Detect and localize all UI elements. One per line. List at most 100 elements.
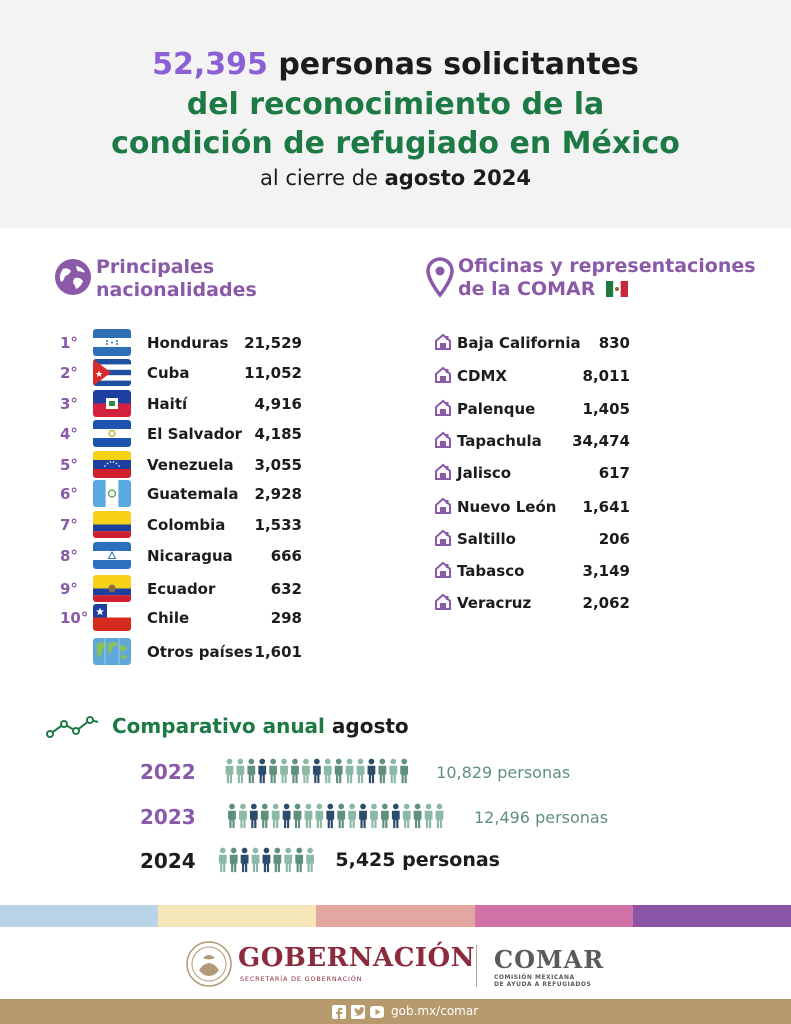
footer-url-link[interactable]: gob.mx/comar <box>391 1004 479 1018</box>
nationality-row: 10° Chile 298 <box>0 603 791 633</box>
person-icon <box>306 847 315 873</box>
person-icon <box>225 758 234 784</box>
nationality-row: 9° Ecuador 632 <box>0 574 791 604</box>
people-icons <box>225 758 409 784</box>
person-icon <box>304 803 313 829</box>
world-map-icon <box>93 638 131 665</box>
office-building-icon <box>434 561 452 579</box>
person-icon <box>269 758 278 784</box>
nationality-row: 1° Honduras 21,529 <box>0 328 791 358</box>
office-count: 3,149 <box>582 562 630 580</box>
offices-title-text: de la COMAR <box>458 278 596 300</box>
office-building-icon <box>434 399 452 417</box>
nationality-rank: 7° <box>60 516 78 534</box>
comar-subtitle: COMISIÓN MEXICANA DE AYUDA A REFUGIADOS <box>494 974 591 988</box>
nationality-rank: 5° <box>60 456 78 474</box>
office-building-icon <box>434 431 452 449</box>
office-name: CDMX <box>457 367 507 385</box>
nationalities-title-line-1: Principales <box>96 256 215 278</box>
office-row: Tapachula 34,474 <box>0 428 791 454</box>
person-icon <box>262 847 271 873</box>
nationality-name: Venezuela <box>147 456 234 474</box>
mexico-flag-icon <box>606 281 629 297</box>
person-icon <box>273 847 282 873</box>
comar-logo-text: COMAR <box>494 945 605 974</box>
facebook-icon[interactable] <box>332 1005 346 1019</box>
headline-line-1: 52,395 personas solicitantes <box>0 47 791 82</box>
office-row: CDMX 8,011 <box>0 363 791 389</box>
person-icon <box>315 803 324 829</box>
nationality-count: 632 <box>270 580 302 598</box>
comparison-people-label: 5,425 personas <box>335 849 500 871</box>
nationality-name: Ecuador <box>147 580 216 598</box>
office-name: Jalisco <box>457 464 512 482</box>
header-banner: 52,395 personas solicitantes del reconoc… <box>0 0 791 228</box>
office-name: Saltillo <box>457 530 516 548</box>
office-count: 34,474 <box>572 432 630 450</box>
nationality-row: 6° Guatemala 2,928 <box>0 479 791 509</box>
twitter-icon[interactable] <box>351 1005 365 1019</box>
color-stripe <box>632 905 791 927</box>
person-icon <box>400 758 409 784</box>
person-icon <box>359 803 367 829</box>
comparison-year: 2022 <box>140 760 196 784</box>
logo-divider <box>476 945 477 987</box>
colombia-flag <box>93 511 131 538</box>
nationality-count: 1,601 <box>254 643 302 661</box>
youtube-icon[interactable] <box>370 1006 384 1018</box>
cuba-flag <box>93 359 131 386</box>
offices-title: Oficinas y representaciones de la COMAR <box>458 255 756 301</box>
nationality-name: Cuba <box>147 364 190 382</box>
nationality-rank: 6° <box>60 485 78 503</box>
headline-line-4: al cierre de agosto 2024 <box>0 166 791 190</box>
office-name: Tabasco <box>457 562 525 580</box>
nationality-rank: 1° <box>60 334 78 352</box>
nationality-row: 5° Venezuela 3,055 <box>0 450 791 480</box>
nationality-rank: 3° <box>60 395 78 413</box>
office-row: Nuevo León 1,641 <box>0 494 791 520</box>
office-row: Veracruz 2,062 <box>0 590 791 616</box>
person-icon <box>312 758 321 784</box>
person-icon <box>229 847 238 873</box>
office-count: 617 <box>598 464 630 482</box>
office-count: 2,062 <box>582 594 630 612</box>
nationality-row: 3° Haití 4,916 <box>0 389 791 419</box>
social-icons <box>332 1005 384 1019</box>
nationality-row: 8° Nicaragua 666 <box>0 541 791 571</box>
headline-date-prefix: al cierre de <box>260 166 385 190</box>
person-icon <box>240 847 249 873</box>
office-building-icon <box>434 366 452 384</box>
people-icons <box>228 803 444 829</box>
nationality-row: 4° El Salvador 4,185 <box>0 419 791 449</box>
nationality-name: Haití <box>147 395 188 413</box>
color-stripe <box>0 905 160 927</box>
person-icon <box>380 803 389 829</box>
venezuela-flag <box>93 451 131 478</box>
nationality-name: Honduras <box>147 334 229 352</box>
office-row: Baja California 830 <box>0 330 791 356</box>
person-icon <box>402 803 411 829</box>
person-icon <box>236 758 245 784</box>
office-building-icon <box>434 463 452 481</box>
person-icon <box>260 803 269 829</box>
color-stripe <box>474 905 634 927</box>
nationality-count: 4,185 <box>254 425 302 443</box>
office-name: Veracruz <box>457 594 532 612</box>
footer-bar <box>0 999 791 1024</box>
office-building-icon <box>434 529 452 547</box>
person-icon <box>345 758 354 784</box>
comparison-title-month: agosto <box>324 714 409 738</box>
person-icon <box>284 847 293 873</box>
person-icon <box>367 758 376 784</box>
guatemala-flag <box>93 480 131 507</box>
person-icon <box>247 758 256 784</box>
coat-of-arms-seal-icon <box>186 941 232 987</box>
nationality-count: 3,055 <box>254 456 302 474</box>
office-name: Tapachula <box>457 432 542 450</box>
office-name: Nuevo León <box>457 498 557 516</box>
person-icon <box>337 803 346 829</box>
comar-subtitle-line-2: DE AYUDA A REFUGIADOS <box>494 981 592 988</box>
nationality-row: 7° Colombia 1,533 <box>0 510 791 540</box>
person-icon <box>326 803 335 829</box>
office-name: Baja California <box>457 334 581 352</box>
